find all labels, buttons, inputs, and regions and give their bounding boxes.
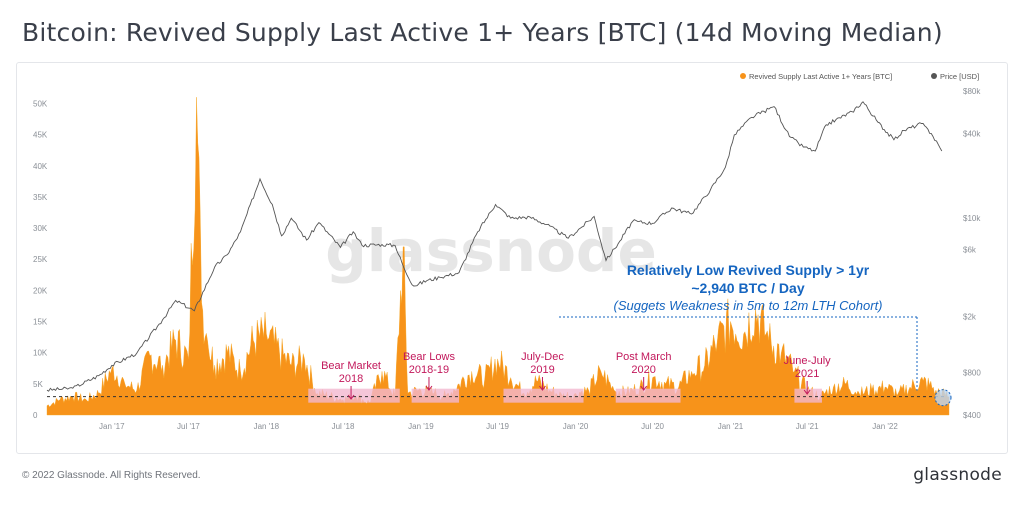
x-tick-label: Jul '20	[641, 422, 664, 431]
price-line-layer	[46, 101, 943, 392]
y-right-tick-label: $400	[963, 411, 981, 420]
current-value-marker	[934, 389, 952, 407]
annotation-line2: 2021	[795, 368, 819, 380]
low-supply-band	[503, 388, 584, 403]
annotation-line2: 2020	[631, 364, 655, 376]
x-tick-label: Jan '20	[563, 422, 589, 431]
axes-layer: 0 5K 10K 15K 20K 25K 30K 35K 40K 45K 50K $400 $800 $2…	[33, 87, 981, 431]
low-supply-band	[615, 388, 681, 403]
legend-swatch-supply	[740, 73, 746, 79]
annotation-line2: 2019	[530, 364, 554, 376]
x-tick-label: Jul '21	[796, 422, 819, 431]
annotation-bands	[47, 388, 952, 407]
annotation-line1: Bear Lows	[403, 351, 455, 363]
chart-legend: Revived Supply Last Active 1+ Years [BTC…	[740, 72, 979, 81]
y-left-tick-label: 20K	[33, 286, 48, 295]
y-right-tick-label: $6k	[963, 245, 977, 254]
x-tick-label: Jul '17	[177, 422, 200, 431]
y-right-tick-label: $80k	[963, 87, 981, 96]
annotation-line2: 2018-19	[409, 364, 449, 376]
y-left-tick-label: 0	[33, 411, 38, 420]
annotation-line1: June-July	[784, 355, 832, 367]
callout-title: Relatively Low Revived Supply > 1yr	[627, 262, 870, 278]
y-left-tick-label: 25K	[33, 255, 48, 264]
y-right-tick-label: $40k	[963, 129, 981, 138]
annotation-arrow-head	[640, 385, 648, 391]
annotation-arrow-head	[803, 389, 811, 395]
legend-label-price: Price [USD]	[940, 72, 979, 81]
chart-card: glassnode 0 5K 10K 15K 20K 25K 30K 35K 40K 45K 50K…	[16, 62, 1008, 454]
chart-title: Bitcoin: Revived Supply Last Active 1+ Y…	[22, 18, 943, 47]
y-right-tick-label: $800	[963, 369, 981, 378]
y-left-tick-label: 35K	[33, 193, 48, 202]
annotation-arrow-head	[347, 394, 355, 400]
annotation-arrow-head	[539, 385, 546, 391]
annotation-line2: 2018	[339, 373, 363, 385]
x-tick-label: Jul '18	[332, 422, 355, 431]
legend-swatch-price	[931, 73, 937, 79]
legend-label-supply: Revived Supply Last Active 1+ Years [BTC…	[749, 72, 892, 81]
watermark: glassnode	[325, 217, 657, 285]
x-tick-label: Jan '18	[254, 422, 280, 431]
y-left-tick-label: 40K	[33, 162, 48, 171]
x-tick-label: Jan '22	[872, 422, 898, 431]
footer-brand-logo: glassnode	[913, 465, 1002, 485]
annotation-line1: July-Dec	[521, 351, 564, 363]
y-left-tick-label: 15K	[33, 318, 48, 327]
y-left-tick-label: 30K	[33, 224, 48, 233]
x-tick-label: Jan '21	[718, 422, 744, 431]
low-supply-band	[794, 388, 822, 403]
low-supply-band	[411, 388, 460, 403]
y-left-tick-label: 45K	[33, 131, 48, 140]
annotation-arrow-head	[425, 385, 433, 391]
y-left-tick-label: 5K	[33, 380, 43, 389]
callout-note: (Suggets Weakness in 5m to 12m LTH Cohor…	[613, 298, 882, 313]
callout-value: ~2,940 BTC / Day	[691, 280, 804, 296]
chart-svg: glassnode 0 5K 10K 15K 20K 25K 30K 35K 40K 45K 50K…	[33, 72, 981, 431]
footer-copyright: © 2022 Glassnode. All Rights Reserved.	[22, 470, 201, 481]
y-left-tick-label: 50K	[33, 99, 48, 108]
price-line	[46, 101, 943, 392]
y-right-tick-label: $2k	[963, 313, 977, 322]
annotation-line1: Post March	[616, 351, 672, 363]
x-tick-label: Jan '17	[99, 422, 125, 431]
y-right-tick-label: $10k	[963, 214, 981, 223]
x-tick-label: Jul '19	[486, 422, 509, 431]
x-tick-label: Jan '19	[408, 422, 434, 431]
y-left-tick-label: 10K	[33, 349, 48, 358]
annotation-line1: Bear Market	[321, 360, 381, 372]
